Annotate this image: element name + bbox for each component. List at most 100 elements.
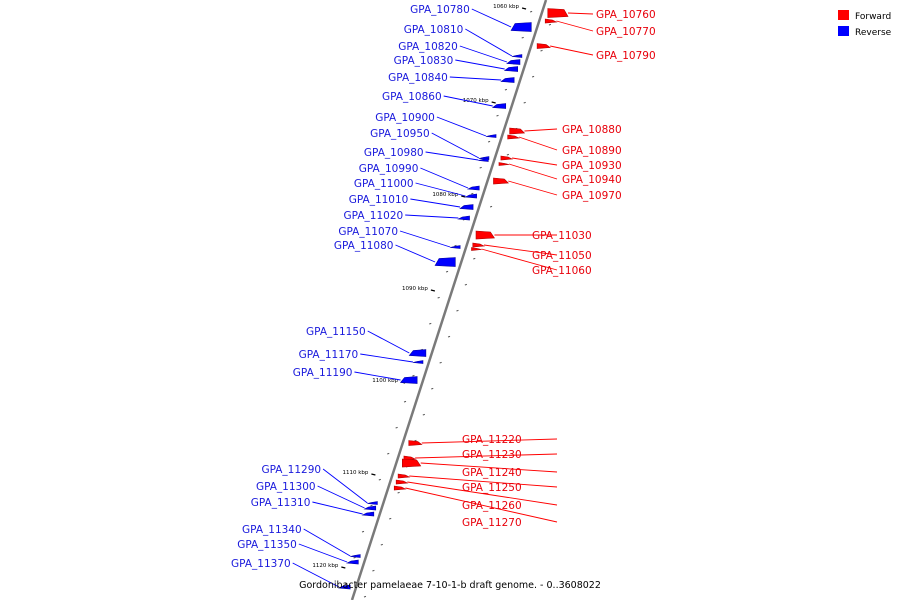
- forward-gene-feature[interactable]: [547, 8, 569, 18]
- axis-tick: [412, 374, 415, 377]
- reverse-gene-label[interactable]: GPA_10990: [359, 163, 419, 175]
- reverse-gene-label[interactable]: GPA_11190: [293, 367, 353, 379]
- reverse-gene-feature[interactable]: [485, 134, 497, 138]
- reverse-gene-feature[interactable]: [363, 505, 377, 511]
- forward-label-connector: [405, 487, 558, 523]
- axis-tick: [540, 49, 543, 52]
- forward-gene-feature[interactable]: [408, 440, 423, 446]
- reverse-gene-feature[interactable]: [506, 59, 521, 65]
- forward-gene-feature[interactable]: [397, 473, 411, 479]
- forward-gene-feature[interactable]: [498, 162, 510, 166]
- reverse-gene-feature[interactable]: [500, 77, 515, 83]
- forward-gene-label[interactable]: GPA_10760: [596, 9, 656, 21]
- reverse-gene-label[interactable]: GPA_10830: [394, 55, 454, 67]
- reverse-gene-feature[interactable]: [478, 158, 489, 162]
- forward-gene-label[interactable]: GPA_11260: [462, 500, 522, 512]
- reverse-gene-label[interactable]: GPA_11080: [334, 240, 394, 252]
- forward-gene-label[interactable]: GPA_11230: [462, 449, 522, 461]
- reverse-gene-label[interactable]: GPA_10780: [410, 4, 470, 16]
- forward-gene-feature[interactable]: [472, 242, 486, 248]
- reverse-gene-label[interactable]: GPA_10980: [364, 147, 424, 159]
- forward-gene-feature[interactable]: [500, 155, 514, 161]
- reverse-gene-feature[interactable]: [361, 511, 375, 517]
- forward-gene-feature[interactable]: [493, 177, 509, 185]
- forward-gene-label[interactable]: GPA_10970: [562, 190, 622, 202]
- reverse-gene-feature[interactable]: [350, 554, 361, 558]
- reverse-gene-label[interactable]: GPA_11000: [354, 178, 414, 190]
- forward-gene-label[interactable]: GPA_10880: [562, 124, 622, 136]
- axis-tick: [464, 283, 468, 286]
- reverse-gene-feature[interactable]: [464, 193, 477, 199]
- reverse-gene-label[interactable]: GPA_11010: [349, 194, 409, 206]
- reverse-gene-feature[interactable]: [466, 185, 480, 191]
- reverse-label-connector: [395, 244, 436, 263]
- reverse-gene-label[interactable]: GPA_10820: [398, 41, 458, 53]
- axis-tick: [395, 426, 398, 429]
- forward-gene-feature[interactable]: [507, 134, 520, 140]
- forward-gene-label[interactable]: GPA_11240: [462, 467, 522, 479]
- reverse-gene-label[interactable]: GPA_11020: [344, 210, 404, 222]
- reverse-label-connector: [399, 230, 451, 248]
- forward-gene-label[interactable]: GPA_10930: [562, 160, 622, 172]
- reverse-gene-feature[interactable]: [346, 559, 359, 565]
- reverse-gene-feature[interactable]: [491, 103, 507, 109]
- forward-gene-feature[interactable]: [403, 455, 417, 461]
- reverse-gene-label[interactable]: GPA_10860: [382, 91, 442, 103]
- axis-tick: [403, 400, 407, 403]
- reverse-gene-label[interactable]: GPA_11290: [261, 464, 321, 476]
- forward-gene-feature[interactable]: [393, 485, 407, 491]
- forward-gene-label[interactable]: GPA_11270: [462, 517, 522, 529]
- axis-tick: [496, 114, 499, 117]
- reverse-gene-feature[interactable]: [367, 501, 378, 505]
- reverse-gene-label[interactable]: GPA_10840: [388, 72, 448, 84]
- forward-gene-feature[interactable]: [475, 230, 495, 240]
- axis-tick: [353, 556, 356, 559]
- reverse-gene-feature[interactable]: [503, 66, 518, 72]
- forward-gene-label[interactable]: GPA_11060: [532, 265, 592, 277]
- forward-gene-label[interactable]: GPA_11030: [532, 230, 592, 242]
- axis-tick: [437, 296, 440, 299]
- legend-forward-swatch: [838, 10, 849, 20]
- forward-gene-feature[interactable]: [471, 247, 482, 251]
- reverse-gene-feature[interactable]: [459, 204, 474, 210]
- forward-gene-label[interactable]: GPA_10940: [562, 174, 622, 186]
- forward-gene-feature[interactable]: [509, 127, 526, 135]
- axis-tick: [487, 140, 491, 143]
- reverse-gene-feature[interactable]: [434, 257, 456, 267]
- reverse-gene-label[interactable]: GPA_10900: [375, 112, 435, 124]
- reverse-gene-label[interactable]: GPA_11340: [242, 524, 302, 536]
- axis-tick: [489, 205, 493, 208]
- reverse-gene-label[interactable]: GPA_11300: [256, 481, 316, 493]
- reverse-gene-label[interactable]: GPA_11150: [306, 326, 366, 338]
- forward-gene-label[interactable]: GPA_11050: [532, 250, 592, 262]
- reverse-gene-feature[interactable]: [457, 215, 470, 221]
- reverse-gene-feature[interactable]: [399, 376, 418, 384]
- reverse-gene-feature[interactable]: [337, 584, 351, 590]
- reverse-gene-label[interactable]: GPA_11370: [231, 558, 291, 570]
- forward-gene-feature[interactable]: [395, 479, 409, 485]
- forward-gene-feature[interactable]: [544, 18, 558, 24]
- reverse-gene-feature[interactable]: [510, 22, 532, 32]
- axis-tick: [531, 75, 535, 78]
- forward-gene-label[interactable]: GPA_10790: [596, 50, 656, 62]
- reverse-gene-label[interactable]: GPA_11350: [237, 539, 297, 551]
- forward-gene-label[interactable]: GPA_11250: [462, 482, 522, 494]
- reverse-gene-feature[interactable]: [450, 245, 461, 249]
- forward-gene-feature[interactable]: [536, 43, 551, 49]
- forward-gene-feature[interactable]: [402, 458, 422, 468]
- reverse-gene-label[interactable]: GPA_10950: [370, 128, 430, 140]
- reverse-gene-feature[interactable]: [511, 54, 523, 58]
- reverse-gene-label[interactable]: GPA_10810: [404, 24, 464, 36]
- axis-tick: [548, 23, 552, 26]
- reverse-gene-label[interactable]: GPA_11170: [299, 349, 359, 361]
- axis-tick: [363, 595, 367, 598]
- reverse-gene-feature[interactable]: [408, 349, 427, 357]
- forward-gene-label[interactable]: GPA_10770: [596, 26, 656, 38]
- reverse-gene-label[interactable]: GPA_11310: [251, 497, 311, 509]
- axis-tick: [504, 88, 508, 91]
- forward-gene-label[interactable]: GPA_11220: [462, 434, 522, 446]
- forward-label-connector: [556, 20, 594, 32]
- reverse-gene-label[interactable]: GPA_11070: [338, 226, 398, 238]
- forward-gene-label[interactable]: GPA_10890: [562, 145, 622, 157]
- reverse-gene-feature[interactable]: [412, 360, 424, 364]
